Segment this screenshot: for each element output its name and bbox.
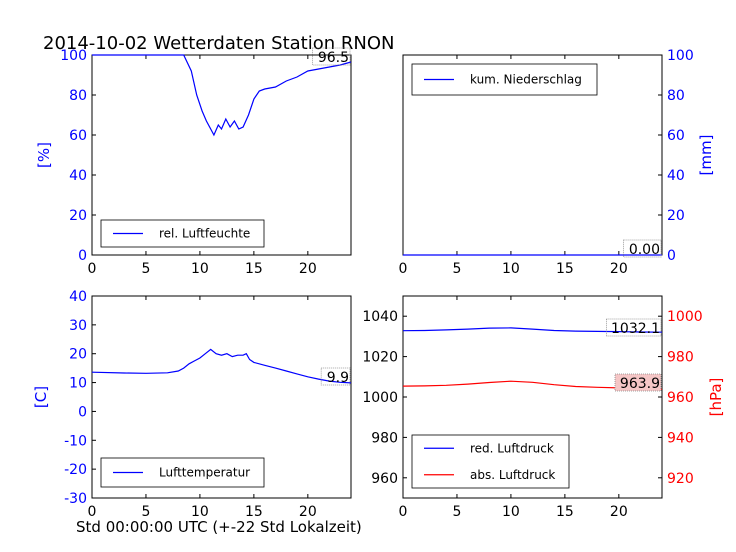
- last-value-label: 9.9: [327, 370, 349, 386]
- legend-label: kum. Niederschlag: [470, 73, 582, 87]
- x-tick-label: 0: [88, 261, 97, 277]
- y-tick-label: 80: [667, 88, 685, 104]
- x-tick-label: 20: [299, 261, 317, 277]
- x-tick-label: 15: [556, 504, 574, 520]
- x-tick-label: 20: [610, 261, 628, 277]
- x-tick-label: 20: [610, 504, 628, 520]
- x-tick-label: 10: [191, 261, 209, 277]
- last-value-label: 963.9: [620, 376, 660, 392]
- y-tick-label: 20: [69, 347, 87, 363]
- x-tick-label: 15: [245, 261, 263, 277]
- y-tick-label: 40: [69, 168, 87, 184]
- y-tick-label-right: 940: [667, 430, 694, 446]
- y-axis-label: [C]: [32, 386, 50, 408]
- x-tick-label: 5: [141, 504, 150, 520]
- legend-label: abs. Luftdruck: [470, 468, 555, 482]
- chart-panel-top-right: 0 5 10 15 20 0 20 40 60 80 100 [mm] 0.00 kum. Nieders…: [399, 48, 715, 277]
- y-tick-label-left: 960: [371, 471, 398, 487]
- x-tick-label: 5: [452, 504, 461, 520]
- y-axis-label: [hPa]: [707, 378, 725, 417]
- last-value-box: [606, 318, 662, 337]
- last-value-box: [623, 239, 662, 258]
- x-tick-label: 5: [452, 261, 461, 277]
- x-tick-label: 15: [556, 261, 574, 277]
- y-tick-label: -10: [64, 433, 87, 449]
- legend-label: rel. Luftfeuchte: [159, 227, 250, 241]
- series-line: [92, 54, 352, 137]
- y-tick-label: -30: [64, 491, 87, 507]
- y-tick-label: -20: [64, 462, 87, 478]
- last-value-label: 96.5: [318, 50, 349, 66]
- y-tick-label-left: 1040: [362, 309, 398, 325]
- last-value-box: [312, 47, 351, 66]
- x-axis-label: Std 00:00:00 UTC (+-22 Std Lokalzeit): [76, 518, 362, 536]
- x-tick-label: 5: [141, 261, 150, 277]
- y-axis-label: [mm]: [697, 135, 715, 176]
- x-tick-label: 10: [191, 504, 209, 520]
- x-tick-label: 0: [399, 504, 408, 520]
- x-tick-label: 0: [88, 504, 97, 520]
- y-tick-label: 0: [667, 248, 676, 264]
- chart-panel-top-left: 0 5 10 15 20 0 20 40 60 80 100 [%] 96.5 rel. Luftfeuc…: [35, 47, 352, 277]
- y-tick-label: 20: [667, 208, 685, 224]
- y-tick-label-left: 1020: [362, 350, 398, 366]
- x-tick-label: 0: [399, 261, 408, 277]
- last-value-box: [320, 367, 351, 386]
- y-tick-label-left: 1000: [362, 390, 398, 406]
- series-line: [402, 327, 663, 333]
- y-tick-label-right: 960: [667, 390, 694, 406]
- y-tick-label: 100: [667, 48, 694, 64]
- series-line: [91, 348, 352, 384]
- x-tick-label: 15: [245, 504, 263, 520]
- x-tick-label: 10: [502, 504, 520, 520]
- y-tick-label: 10: [69, 376, 87, 392]
- y-tick-label-right: 920: [667, 471, 694, 487]
- y-tick-label: 80: [69, 88, 87, 104]
- y-axis-label: [%]: [35, 142, 53, 168]
- y-tick-label: 100: [60, 48, 87, 64]
- last-value-box: [614, 373, 662, 392]
- y-tick-label: 30: [69, 318, 87, 334]
- x-tick-label: 10: [502, 261, 520, 277]
- last-value-label: 1032.1: [611, 321, 660, 337]
- y-tick-label: 40: [667, 168, 685, 184]
- y-tick-label: 40: [69, 289, 87, 305]
- y-tick-label-left: 980: [371, 430, 398, 446]
- y-tick-label-right: 980: [667, 350, 694, 366]
- y-tick-label-right: 1000: [667, 309, 703, 325]
- last-value-label: 0.00: [629, 242, 660, 258]
- y-tick-label: 60: [69, 128, 87, 144]
- chart-panel-bottom-left: 0 5 10 15 20 -30 -20 -10 0 10 20 30 40 [C] 9.9 Lufttemp…: [32, 289, 352, 520]
- legend-label: Lufttemperatur: [159, 466, 250, 480]
- legend-box: [411, 434, 570, 489]
- y-tick-label: 0: [78, 248, 87, 264]
- y-tick-label: 20: [69, 208, 87, 224]
- y-tick-label: 0: [78, 404, 87, 420]
- legend-label: red. Luftdruck: [470, 441, 554, 455]
- x-tick-label: 20: [299, 504, 317, 520]
- y-tick-label: 60: [667, 128, 685, 144]
- chart-panel-bottom-right: 0 5 10 15 20 960 980 1000 1020 1040 920 940 960 980 10…: [362, 295, 725, 520]
- figure-title: 2014-10-02 Wetterdaten Station RNON: [43, 33, 394, 54]
